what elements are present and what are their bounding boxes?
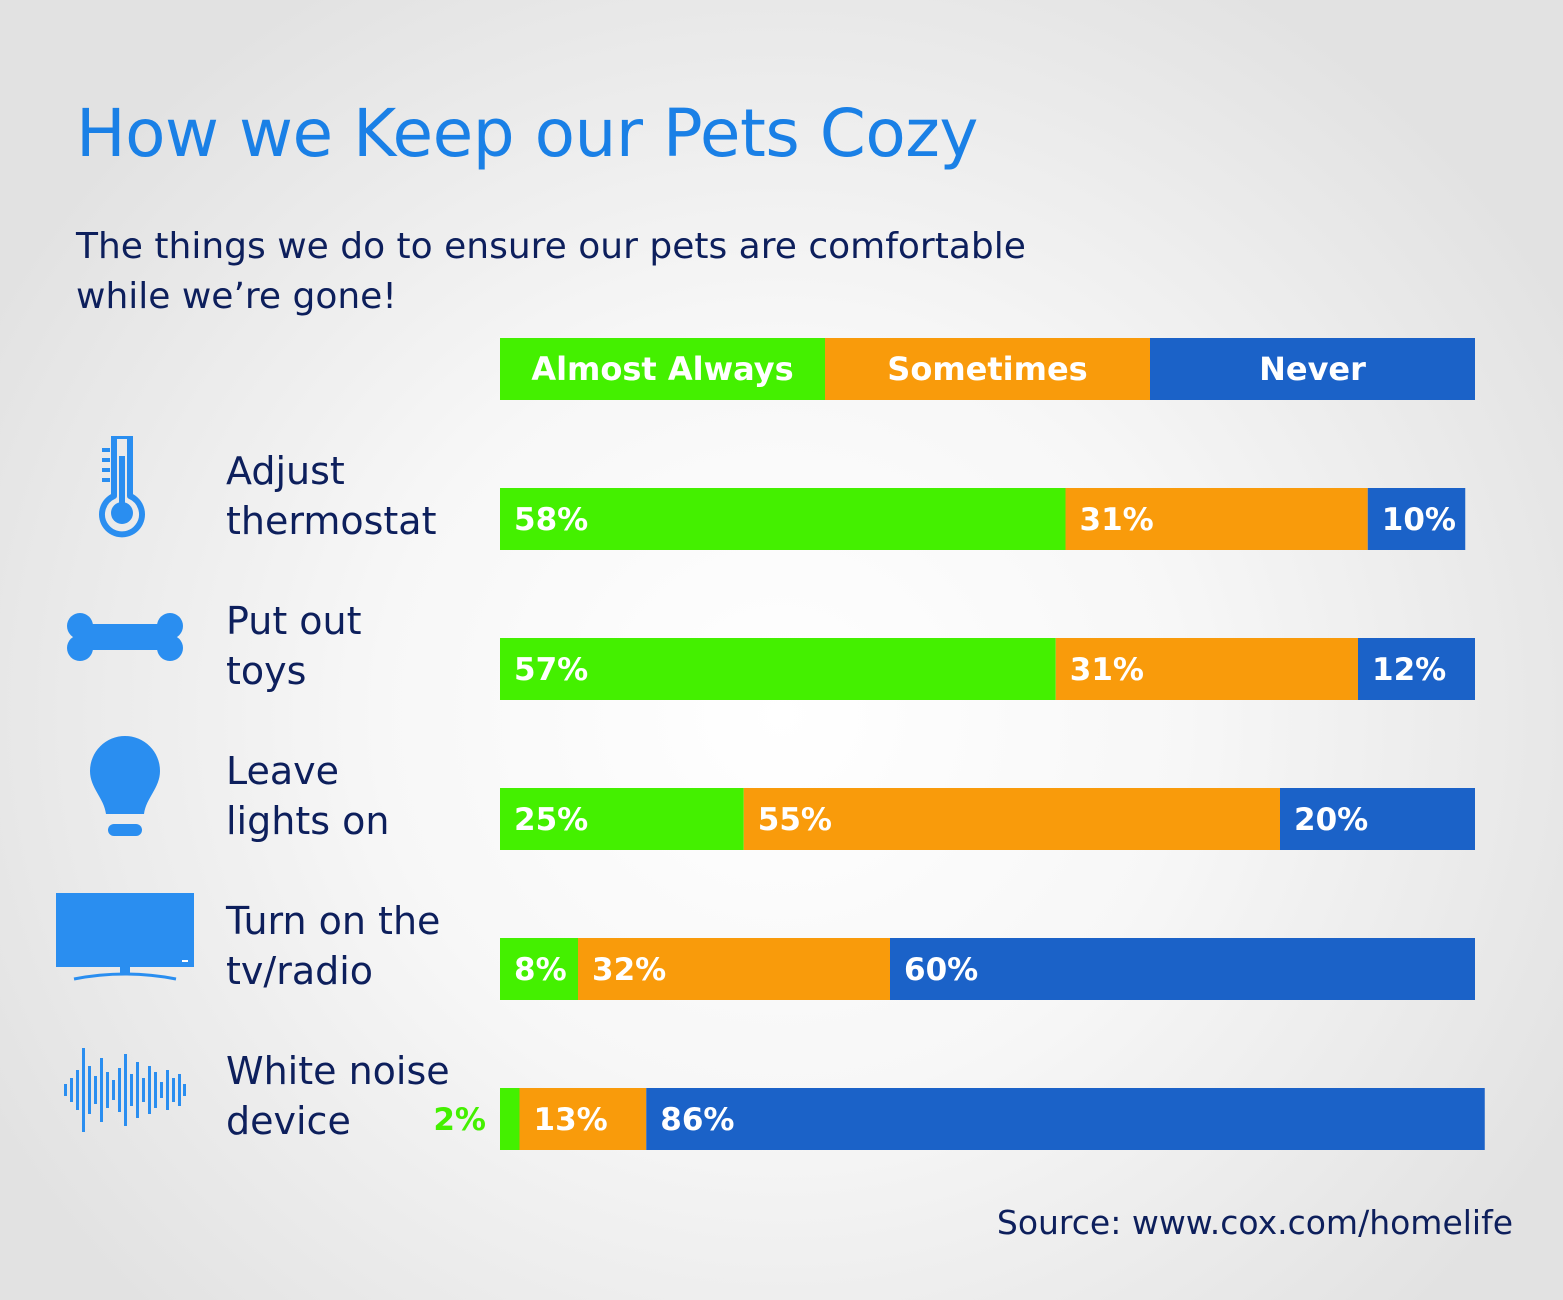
bar-sometimes-row-3 [743, 788, 1280, 850]
sound-wave-icon [64, 1048, 186, 1132]
chart-title: How we Keep our Pets Cozy [76, 95, 978, 172]
bar-almost-always-row-1 [500, 488, 1066, 550]
row-label-line1: White noise [226, 1049, 450, 1093]
row-label-line2: lights on [226, 799, 390, 843]
row-label-line2: device [226, 1099, 351, 1143]
legend-sometimes: Sometimes [825, 338, 1150, 400]
value-label-sometimes-row-1: 31% [1080, 502, 1154, 538]
tv-icon [56, 893, 194, 981]
value-label-never-row-2: 12% [1372, 652, 1446, 688]
row-label-line2: thermostat [226, 499, 437, 543]
row-label-lights: Leave lights on [226, 746, 496, 846]
row-label-line2: tv/radio [226, 949, 374, 993]
thermometer-icon [99, 436, 145, 538]
bar-never-row-4 [890, 938, 1475, 1000]
bone-icon [67, 613, 183, 661]
subtitle-line-1: The things we do to ensure our pets are … [76, 226, 1026, 267]
row-label-line1: Adjust [226, 449, 345, 493]
row-label-toys: Put out toys [226, 596, 496, 696]
row-label-white-noise: White noise device [226, 1046, 496, 1146]
value-label-almost-always-row-1: 58% [514, 502, 588, 538]
value-label-sometimes-row-4: 32% [592, 952, 666, 988]
value-label-sometimes-row-5: 13% [534, 1102, 608, 1138]
legend-never: Never [1150, 338, 1475, 400]
row-label-line1: Turn on the [226, 899, 441, 943]
subtitle-line-2: while we’re gone! [76, 276, 397, 317]
row-label-line1: Leave [226, 749, 340, 793]
row-label-line2: toys [226, 649, 307, 693]
value-label-almost-always-row-5: 2% [433, 1102, 486, 1138]
bar-almost-always-row-4 [500, 938, 578, 1000]
value-label-never-row-3: 20% [1294, 802, 1368, 838]
bar-sometimes-row-4 [578, 938, 890, 1000]
value-label-sometimes-row-2: 31% [1070, 652, 1144, 688]
bar-never-row-2 [1358, 638, 1475, 700]
bar-never-row-1 [1367, 488, 1466, 550]
bar-sometimes-row-5 [519, 1088, 647, 1150]
lightbulb-icon [90, 736, 160, 836]
source-credit: Source: www.cox.com/homelife [996, 1203, 1513, 1242]
row-label-tv-radio: Turn on the tv/radio [226, 896, 496, 996]
value-label-almost-always-row-2: 57% [514, 652, 588, 688]
row-label-line1: Put out [226, 599, 362, 643]
bar-sometimes-row-2 [1055, 638, 1358, 700]
value-label-sometimes-row-3: 55% [758, 802, 832, 838]
row-label-thermostat: Adjust thermostat [226, 446, 496, 546]
bar-almost-always-row-3 [500, 788, 744, 850]
bar-almost-always-row-2 [500, 638, 1056, 700]
bar-almost-always-row-5 [500, 1088, 520, 1150]
legend-almost-always: Almost Always [500, 338, 825, 400]
value-label-almost-always-row-3: 25% [514, 802, 588, 838]
bar-sometimes-row-1 [1065, 488, 1368, 550]
value-label-never-row-1: 10% [1382, 502, 1456, 538]
bar-never-row-3 [1280, 788, 1475, 850]
value-label-never-row-4: 60% [904, 952, 978, 988]
value-label-almost-always-row-4: 8% [514, 952, 567, 988]
legend: Almost Always Sometimes Never [500, 338, 1475, 400]
bar-never-row-5 [646, 1088, 1485, 1150]
chart-subtitle: The things we do to ensure our pets are … [76, 222, 1176, 322]
value-label-never-row-5: 86% [660, 1102, 734, 1138]
